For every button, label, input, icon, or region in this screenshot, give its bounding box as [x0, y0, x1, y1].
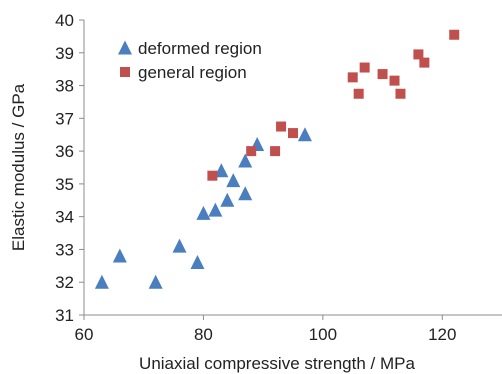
triangle-point: [297, 127, 312, 142]
square-point: [276, 121, 287, 132]
axes: [79, 19, 502, 320]
y-tick-label: 34: [55, 208, 74, 227]
y-tick-label: 38: [55, 77, 74, 96]
tick-labels: 31 32 33 34 35 36 37 38 39 40 60 80 100 120: [55, 11, 456, 344]
square-point: [246, 146, 257, 157]
square-point: [395, 88, 406, 99]
square-point: [270, 146, 281, 157]
y-tick-label: 37: [55, 109, 74, 128]
legend: deformed region general region: [118, 39, 262, 82]
legend-label: deformed region: [138, 39, 262, 58]
triangle-point: [112, 248, 127, 263]
legend-marker: [120, 67, 130, 77]
square-point: [389, 75, 400, 86]
legend-label: general region: [138, 63, 247, 82]
triangle-point: [238, 186, 253, 201]
triangle-point: [238, 153, 253, 168]
square-point: [288, 128, 298, 139]
square-point: [347, 72, 358, 83]
y-tick-label: 33: [55, 240, 74, 259]
square-point: [413, 49, 424, 60]
triangle-point: [190, 255, 205, 270]
y-tick-label: 31: [55, 306, 74, 325]
square-point: [353, 88, 364, 99]
square-point: [449, 29, 460, 40]
data-points: [94, 29, 460, 289]
y-tick-label: 40: [55, 11, 74, 30]
triangle-point: [148, 274, 163, 289]
triangle-point: [214, 163, 229, 178]
x-tick-label: 80: [194, 325, 213, 344]
square-point: [419, 57, 430, 68]
triangle-point: [220, 192, 235, 207]
legend-marker: [118, 40, 132, 55]
series-deformed-region: [94, 127, 312, 289]
y-tick-label: 32: [55, 273, 74, 292]
square-point: [377, 69, 388, 80]
y-tick-label: 35: [55, 175, 74, 194]
x-tick-label: 120: [428, 325, 456, 344]
triangle-point: [196, 205, 211, 220]
triangle-point: [208, 202, 223, 217]
y-axis-title: Elastic modulus / GPa: [9, 83, 28, 251]
triangle-point: [172, 238, 187, 253]
y-tick-label: 39: [55, 44, 74, 63]
x-axis-title: Uniaxial compressive strength / MPa: [139, 354, 415, 373]
triangle-point: [226, 173, 241, 188]
triangle-point: [94, 274, 109, 289]
square-point: [207, 170, 218, 181]
square-point: [359, 62, 370, 73]
series-general-region: [207, 29, 460, 181]
y-tick-label: 36: [55, 142, 74, 161]
x-tick-label: 60: [75, 325, 94, 344]
x-tick-label: 100: [309, 325, 337, 344]
